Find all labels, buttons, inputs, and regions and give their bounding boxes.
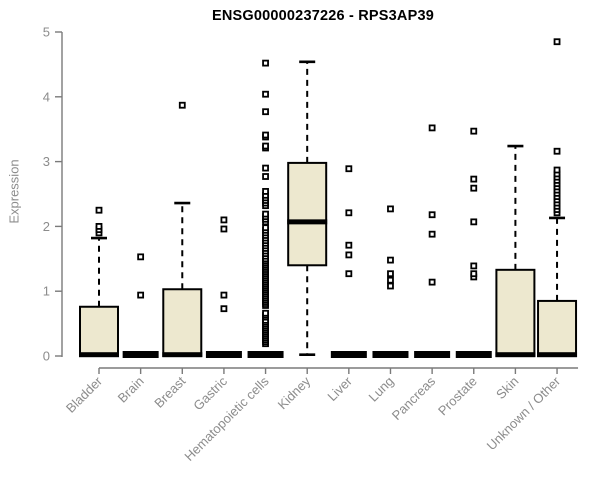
y-tick-label: 0 — [43, 349, 50, 364]
outlier-point — [387, 282, 394, 290]
box-11 — [537, 299, 578, 358]
outlier-point — [470, 270, 478, 278]
box-5 — [287, 161, 328, 267]
outlier-point — [553, 38, 561, 46]
outlier-point — [470, 262, 478, 270]
median-line — [495, 352, 536, 358]
outlier-point — [262, 108, 269, 116]
outlier-point — [262, 90, 269, 98]
outlier-point — [387, 205, 394, 213]
outlier-point — [428, 278, 436, 286]
chart-title: ENSG00000237226 - RPS3AP39 — [211, 8, 435, 24]
outlier-point — [470, 184, 478, 192]
outlier-point — [262, 309, 269, 317]
outlier-point — [220, 225, 228, 233]
median-line — [162, 352, 203, 358]
flat-box-7 — [372, 351, 409, 358]
x-tick-label: Kidney — [275, 373, 314, 412]
outlier-point — [220, 216, 228, 224]
outlier-point — [470, 218, 478, 226]
outlier-point — [178, 101, 186, 109]
outlier-point — [470, 175, 478, 183]
box-2 — [162, 288, 203, 358]
outlier-point — [262, 210, 269, 218]
outlier-point — [262, 164, 269, 172]
flat-box-8 — [414, 351, 451, 358]
x-tick-label: Bladder — [63, 373, 106, 416]
x-tick-label: Breast — [151, 373, 188, 410]
outlier-point — [553, 166, 561, 174]
flat-box-3 — [205, 351, 242, 358]
y-tick-label: 2 — [43, 219, 50, 234]
y-tick-label: 3 — [43, 154, 50, 169]
box-10 — [495, 268, 536, 358]
outlier-point — [95, 206, 103, 214]
y-tick-label: 4 — [43, 89, 50, 104]
outlier-point — [428, 230, 436, 238]
x-tick-label: Pancreas — [389, 373, 439, 423]
outlier-point — [262, 142, 269, 150]
y-tick-label: 1 — [43, 284, 50, 299]
outlier-point — [262, 131, 269, 139]
x-tick-label: Skin — [493, 374, 521, 402]
x-tick-label: Lung — [366, 374, 397, 405]
median-line — [287, 219, 328, 225]
outlier-point — [137, 291, 145, 299]
outlier-point — [345, 241, 353, 249]
outlier-point — [470, 127, 478, 135]
outlier-point — [428, 211, 436, 219]
outlier-point — [553, 147, 561, 155]
x-tick-label: Liver — [324, 373, 355, 404]
flat-box-6 — [330, 351, 367, 358]
outlier-point — [345, 251, 353, 259]
outlier-point — [262, 224, 269, 232]
outlier-point — [387, 270, 394, 278]
flat-box-1 — [122, 351, 159, 358]
flat-box-9 — [455, 351, 492, 358]
median-line — [537, 352, 578, 358]
x-tick-label: Gastric — [190, 373, 230, 413]
outlier-point — [262, 173, 269, 180]
x-tick-label: Prostate — [435, 374, 480, 419]
outlier-point — [262, 188, 269, 195]
x-tick-label: Brain — [115, 374, 147, 406]
outlier-point — [262, 59, 269, 67]
box-0 — [79, 305, 119, 358]
outlier-point — [345, 165, 353, 173]
x-tick-label: Unknown / Other — [484, 373, 564, 453]
outlier-point — [345, 270, 353, 278]
outlier-point — [137, 253, 145, 261]
outlier-point — [428, 124, 436, 132]
flat-box-4 — [247, 351, 284, 358]
outlier-point — [95, 222, 103, 230]
median-line — [79, 352, 119, 358]
y-tick-label: 5 — [43, 25, 50, 40]
outlier-point — [345, 209, 353, 217]
outlier-point — [220, 305, 228, 313]
outlier-point — [387, 256, 394, 264]
outlier-point — [387, 276, 394, 284]
outlier-point — [220, 291, 228, 299]
